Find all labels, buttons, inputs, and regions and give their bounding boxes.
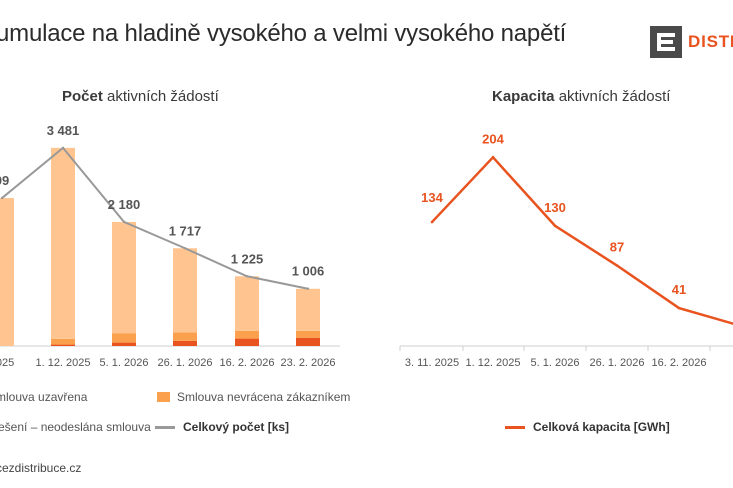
page-title: umulace na hladině vysokého a velmi vyso… — [0, 20, 567, 47]
bar-segment — [173, 332, 197, 341]
x-tick-label: 5. 1. 2026 — [100, 357, 149, 369]
data-label: 3 481 — [47, 123, 80, 138]
total-count-point — [306, 287, 310, 290]
legend-label-contract-signed: mlouva uzavřena — [0, 390, 88, 404]
left-chart-title-rest: aktivních žádostí — [102, 88, 219, 105]
right-chart-title-bold: Kapacita — [492, 88, 555, 105]
total-count-point — [122, 220, 126, 224]
data-label: 2 180 — [108, 197, 141, 212]
data-label: 1 006 — [292, 264, 325, 279]
x-tick-label: 2025 — [0, 357, 14, 369]
legend-item-total-count: Celkový počet [ks] — [155, 420, 289, 434]
bar-segment — [112, 342, 136, 346]
total-count-point — [183, 247, 187, 250]
data-label: 1 717 — [169, 223, 202, 238]
bar-segment — [51, 147, 75, 339]
bar-segment — [235, 276, 259, 331]
data-label: 130 — [544, 200, 566, 215]
right-line-chart: 3. 11. 2025 1. 12. 2025 5. 1. 2026 26. 1. 2… — [399, 131, 733, 369]
left-chart-title-bold: Počet — [62, 88, 103, 105]
total-capacity-point — [430, 220, 434, 224]
total-capacity-point — [491, 156, 495, 159]
total-count-point — [245, 275, 249, 278]
logo-mark-icon — [650, 26, 682, 58]
bar-segment — [235, 330, 259, 339]
bar-segment — [173, 248, 197, 333]
x-tick-label: 26. 1. 2026 — [589, 357, 644, 369]
x-tick-label: 5. 1. 2026 — [531, 357, 580, 369]
bar-segment — [112, 221, 136, 334]
left-chart-title: Počet aktivních žádostí — [62, 88, 219, 105]
footer-url: cezdistribuce.cz — [0, 461, 82, 475]
bar-segment — [0, 198, 14, 346]
company-logo: DISTRI — [650, 26, 733, 58]
legend-item-contract-signed: mlouva uzavřena — [0, 390, 87, 404]
data-label: 99 — [0, 173, 9, 188]
x-tick-label: 16. 2. 2026 — [651, 357, 706, 369]
left-bar-chart: 2025 1. 12. 2025 5. 1. 2026 26. 1. 2026 16. … — [0, 123, 340, 369]
bar-segment — [51, 338, 75, 345]
legend-item-total-capacity: Celková kapacita [GWh] — [505, 420, 670, 434]
x-tick-label: 1. 12. 2025 — [35, 357, 90, 369]
total-capacity-point — [615, 264, 619, 267]
data-label: 1 225 — [231, 251, 264, 266]
total-count-line — [1, 146, 309, 290]
x-tick-label: 1. 12. 2025 — [465, 357, 520, 369]
legend-item-not-sent: ešení – neodeslána smlouva — [0, 420, 151, 434]
bar-segment — [296, 330, 320, 338]
total-capacity-point — [677, 306, 681, 310]
right-chart-title-rest: aktivních žádostí — [554, 88, 671, 105]
legend-label-contract-not-returned: Smlouva nevrácena zákazníkem — [177, 390, 351, 404]
legend-item-contract-not-returned: Smlouva nevrácena zákazníkem — [157, 390, 350, 404]
legend-label-not-sent: ešení – neodeslána smlouva — [0, 420, 151, 434]
bar-segment — [112, 333, 136, 343]
bar-segment — [235, 338, 259, 346]
data-label: 134 — [421, 190, 443, 205]
bar-segment — [296, 337, 320, 346]
total-capacity-point — [553, 224, 557, 228]
legend-label-total-count: Celkový počet [ks] — [183, 420, 290, 434]
x-tick-label: 23. 2. 2026 — [280, 357, 335, 369]
data-label: 87 — [610, 240, 624, 255]
x-tick-label: 3. 11. 2025 — [405, 357, 459, 369]
legend-label-total-capacity: Celková kapacita [GWh] — [533, 420, 670, 434]
bar-segment — [296, 288, 320, 331]
total-count-point — [0, 196, 4, 200]
bar-segment — [51, 344, 75, 346]
x-tick-label: 26. 1. 2026 — [157, 357, 212, 369]
legend-swatch-contract-not-returned — [157, 392, 170, 402]
right-chart-title: Kapacita aktivních žádostí — [492, 88, 670, 105]
logo-text: DISTRI — [688, 32, 733, 51]
legend-swatch-total-count — [155, 425, 175, 429]
total-count-point — [61, 146, 65, 150]
data-label: 204 — [482, 131, 504, 146]
x-tick-label: 16. 2. 2026 — [219, 357, 274, 369]
data-label: 41 — [672, 282, 686, 297]
bar-segment — [173, 340, 197, 346]
total-capacity-line — [431, 155, 733, 325]
legend-swatch-total-capacity — [505, 425, 525, 429]
